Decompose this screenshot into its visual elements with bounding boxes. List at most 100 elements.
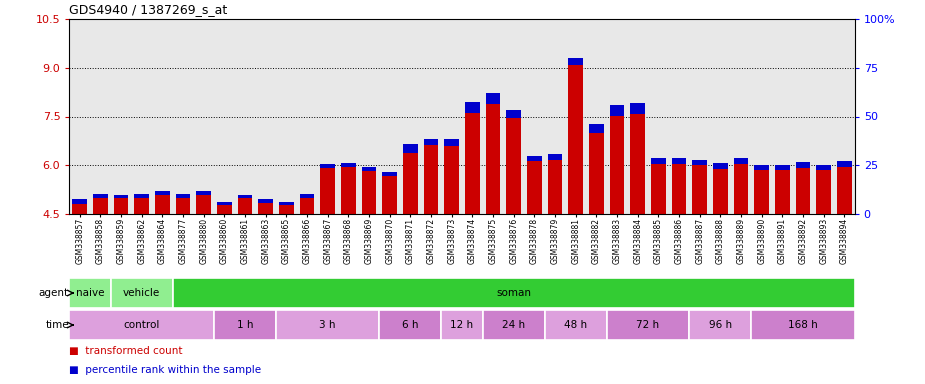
Bar xyxy=(320,164,335,168)
Text: naive: naive xyxy=(76,288,105,298)
Bar xyxy=(279,205,293,214)
Bar xyxy=(382,175,397,214)
Bar xyxy=(465,102,479,113)
Bar xyxy=(527,161,542,214)
Bar xyxy=(424,145,438,214)
Bar xyxy=(486,93,500,104)
Text: vehicle: vehicle xyxy=(123,288,160,298)
Bar xyxy=(217,202,231,205)
Bar xyxy=(589,133,604,214)
Bar xyxy=(320,168,335,214)
Bar xyxy=(569,58,583,65)
Bar xyxy=(693,160,707,165)
Bar xyxy=(341,167,355,214)
Bar xyxy=(631,114,645,214)
Bar xyxy=(672,164,686,214)
Text: 6 h: 6 h xyxy=(402,320,419,330)
Bar xyxy=(693,165,707,214)
Bar xyxy=(486,104,500,214)
Text: 1 h: 1 h xyxy=(237,320,253,330)
Bar xyxy=(734,158,748,164)
Bar xyxy=(796,168,810,214)
Bar xyxy=(176,194,191,198)
Bar xyxy=(173,278,855,308)
Bar xyxy=(238,195,253,199)
Text: agent: agent xyxy=(39,288,69,298)
Bar xyxy=(507,118,521,214)
Bar xyxy=(548,161,562,214)
Bar xyxy=(689,310,751,340)
Bar xyxy=(69,278,111,308)
Bar xyxy=(111,278,173,308)
Text: 72 h: 72 h xyxy=(636,320,660,330)
Bar xyxy=(445,139,459,146)
Bar xyxy=(72,204,87,214)
Bar xyxy=(176,198,191,214)
Text: 24 h: 24 h xyxy=(502,320,525,330)
Text: control: control xyxy=(124,320,160,330)
Bar xyxy=(569,65,583,214)
Text: soman: soman xyxy=(496,288,531,298)
Bar xyxy=(507,110,521,118)
Bar xyxy=(607,310,689,340)
Bar xyxy=(424,139,438,145)
Bar xyxy=(382,172,397,175)
Bar xyxy=(93,198,107,214)
Bar xyxy=(155,190,169,195)
Bar xyxy=(775,165,790,170)
Bar xyxy=(134,194,149,198)
Bar xyxy=(114,199,129,214)
Text: 12 h: 12 h xyxy=(450,320,474,330)
Bar xyxy=(114,195,129,199)
Bar xyxy=(610,116,624,214)
Bar xyxy=(445,146,459,214)
Bar xyxy=(755,165,769,170)
Bar xyxy=(379,310,441,340)
Text: ■  percentile rank within the sample: ■ percentile rank within the sample xyxy=(69,365,262,375)
Bar xyxy=(93,194,107,198)
Bar xyxy=(238,199,253,214)
Bar xyxy=(155,195,169,214)
Bar xyxy=(527,156,542,161)
Bar xyxy=(72,199,87,204)
Bar xyxy=(610,106,624,116)
Bar xyxy=(341,163,355,167)
Bar xyxy=(755,170,769,214)
Bar xyxy=(589,124,604,133)
Bar xyxy=(300,194,314,198)
Bar xyxy=(196,190,211,195)
Bar xyxy=(837,167,852,214)
Bar xyxy=(734,164,748,214)
Bar xyxy=(465,113,479,214)
Text: time: time xyxy=(45,320,69,330)
Bar xyxy=(775,170,790,214)
Bar xyxy=(258,203,273,214)
Bar xyxy=(217,205,231,214)
Text: 168 h: 168 h xyxy=(788,320,818,330)
Text: 96 h: 96 h xyxy=(709,320,732,330)
Bar xyxy=(796,162,810,168)
Bar xyxy=(362,167,376,171)
Bar xyxy=(134,198,149,214)
Bar xyxy=(362,171,376,214)
Text: 3 h: 3 h xyxy=(319,320,336,330)
Text: GDS4940 / 1387269_s_at: GDS4940 / 1387269_s_at xyxy=(69,3,228,17)
Bar xyxy=(214,310,276,340)
Bar xyxy=(403,144,417,153)
Bar xyxy=(837,161,852,167)
Bar xyxy=(258,199,273,203)
Text: 48 h: 48 h xyxy=(564,320,587,330)
Bar xyxy=(817,170,831,214)
Bar xyxy=(713,169,728,214)
Bar xyxy=(545,310,607,340)
Bar xyxy=(713,163,728,169)
Bar xyxy=(403,153,417,214)
Bar xyxy=(651,164,666,214)
Bar xyxy=(548,154,562,161)
Bar xyxy=(483,310,545,340)
Bar xyxy=(441,310,483,340)
Bar xyxy=(651,158,666,164)
Bar xyxy=(279,202,293,205)
Bar xyxy=(817,165,831,170)
Bar xyxy=(276,310,379,340)
